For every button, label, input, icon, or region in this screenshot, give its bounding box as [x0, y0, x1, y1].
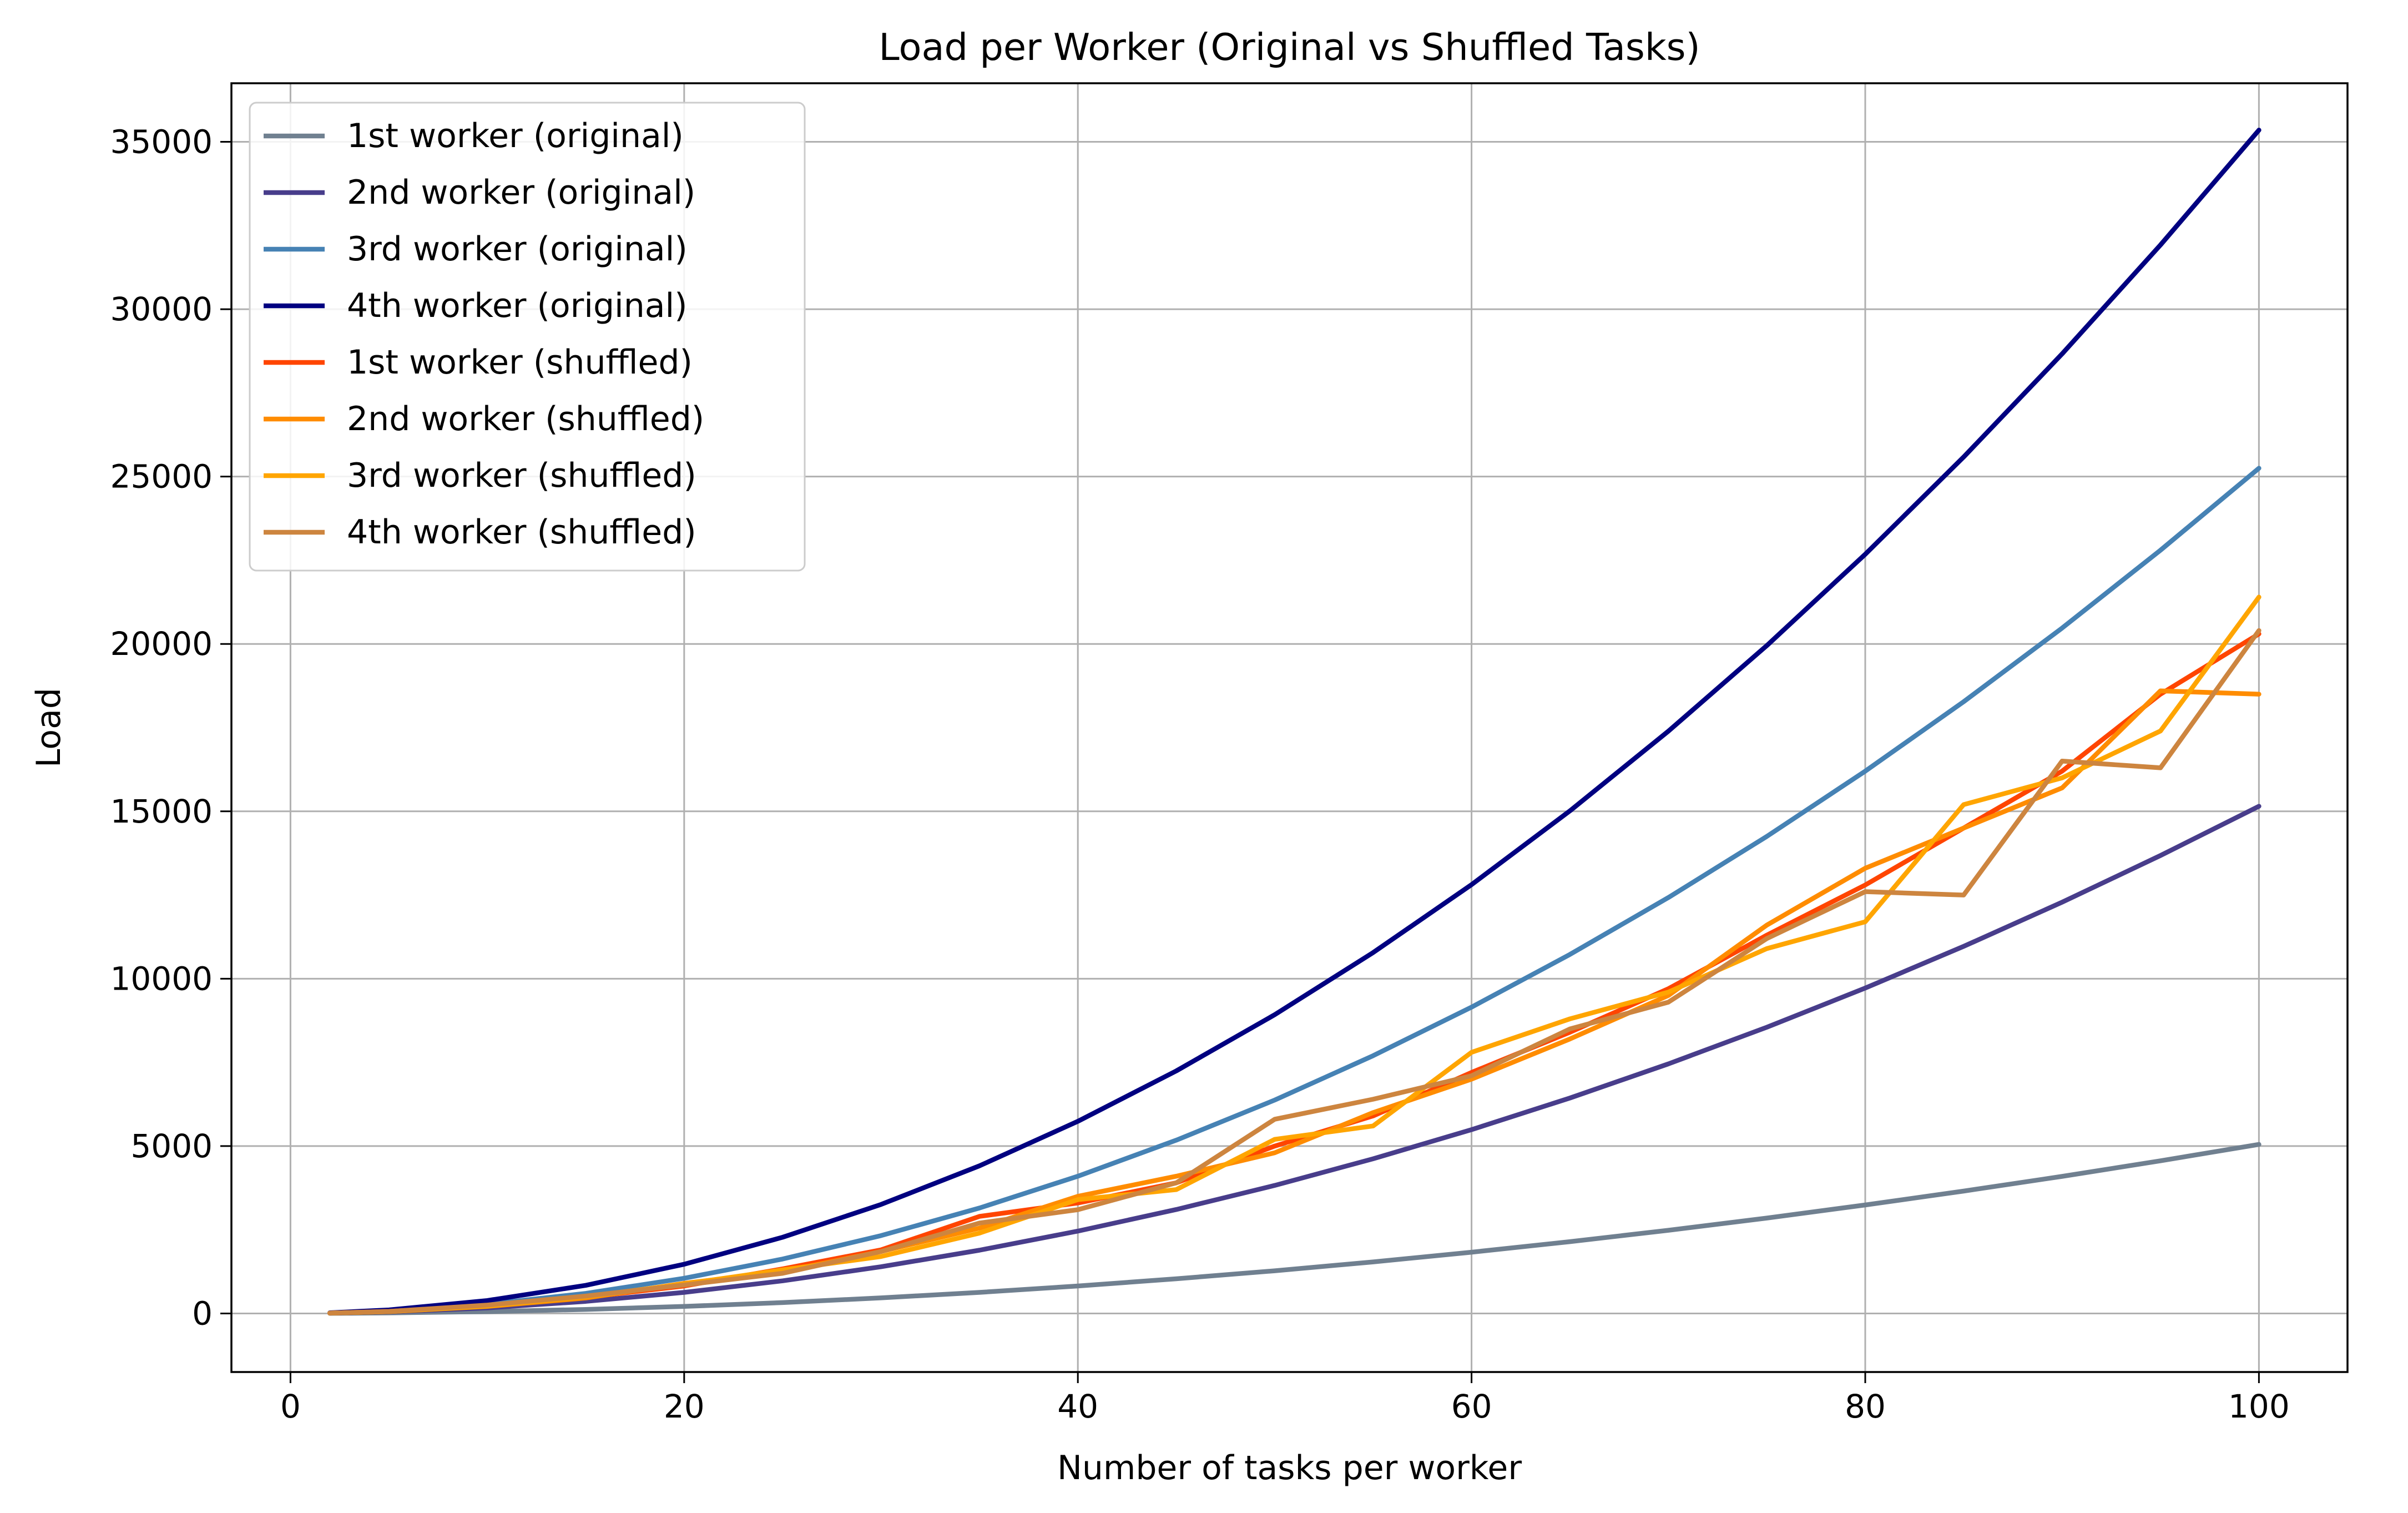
legend-label: 1st worker (original) [347, 117, 684, 155]
y-axis-ticks: 0 5000 10000 15000 20000 25000 30000 35000 [110, 123, 231, 1332]
legend-label: 2nd worker (original) [347, 173, 695, 212]
legend-label: 4th worker (shuffled) [347, 513, 696, 552]
legend-box [249, 102, 806, 572]
y-tick-label: 5000 [130, 1127, 213, 1165]
x-tick-label: 60 [1451, 1388, 1492, 1425]
y-tick-label: 25000 [110, 458, 213, 496]
legend-label: 4th worker (original) [347, 286, 688, 325]
y-tick-label: 0 [192, 1294, 213, 1332]
y-tick-label: 15000 [110, 793, 213, 830]
legend-label: 2nd worker (shuffled) [347, 400, 704, 438]
x-tick-label: 80 [1845, 1388, 1886, 1425]
series-line-3 [327, 466, 2261, 1315]
series-line-4 [327, 128, 2261, 1315]
chart-title: Load per Worker (Original vs Shuffled Ta… [879, 26, 1700, 69]
y-tick-label: 35000 [110, 123, 213, 161]
y-axis-label: Load [29, 688, 68, 768]
series-layer [327, 128, 2261, 1316]
series-line-2 [327, 804, 2261, 1316]
series-line-1 [327, 1142, 2261, 1316]
plot-area-frame [230, 82, 2349, 1373]
series-line-8 [327, 628, 2261, 1315]
x-tick-label: 40 [1057, 1388, 1098, 1425]
legend-label: 3rd worker (original) [347, 230, 688, 269]
x-axis-label: Number of tasks per worker [1057, 1449, 1522, 1487]
x-tick-label: 100 [2228, 1388, 2290, 1425]
y-tick-label: 30000 [110, 290, 213, 328]
x-tick-label: 20 [664, 1388, 705, 1425]
y-tick-label: 10000 [110, 960, 213, 997]
x-tick-label: 0 [280, 1388, 301, 1425]
y-tick-label: 20000 [110, 625, 213, 663]
legend-label: 3rd worker (shuffled) [347, 456, 696, 495]
x-axis-ticks: 0 20 40 60 80 100 [280, 1372, 2290, 1425]
legend-label: 1st worker (shuffled) [347, 343, 693, 382]
legend: 1st worker (original) 2nd worker (origina… [249, 102, 806, 572]
